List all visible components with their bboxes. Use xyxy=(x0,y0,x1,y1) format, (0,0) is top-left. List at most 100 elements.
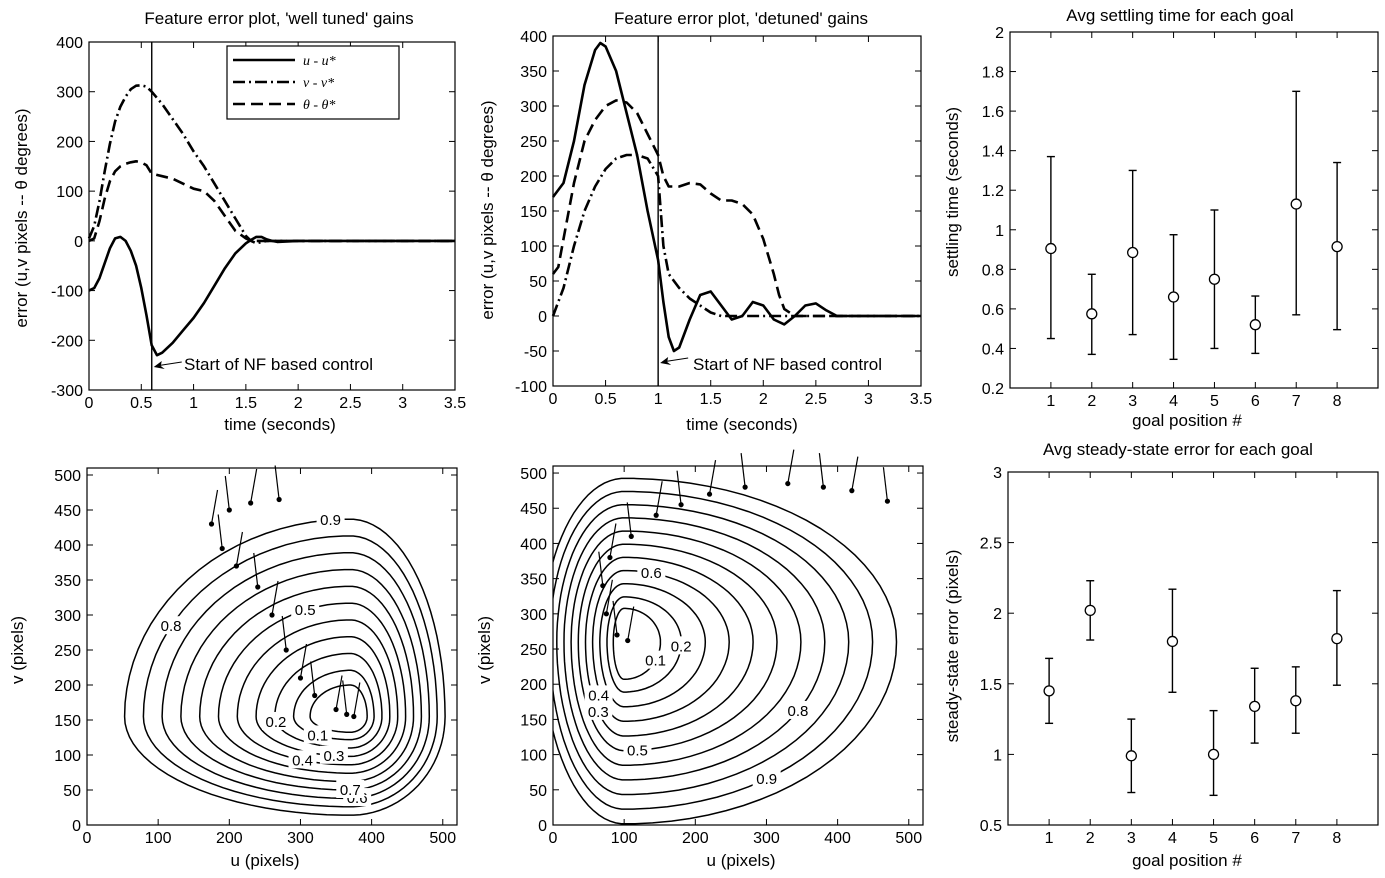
y-tick-label: -100 xyxy=(51,284,83,301)
mean-marker xyxy=(1331,240,1343,253)
contour-label-bg xyxy=(336,780,365,798)
trajectory-point xyxy=(255,584,261,590)
y-tick-label: 1.8 xyxy=(982,65,1004,82)
y-tick-label: 150 xyxy=(520,712,547,729)
x-tick-label: 2 xyxy=(1086,830,1095,847)
contour-line-3 xyxy=(591,569,730,723)
contour-label-bg xyxy=(584,701,613,720)
mean-marker xyxy=(1331,632,1343,645)
trajectory-point xyxy=(625,637,631,644)
x-tick-label: 200 xyxy=(682,830,709,847)
trajectory-whisker xyxy=(271,580,279,616)
chart-settling-time: Avg settling time for each goal settling… xyxy=(943,6,1379,430)
contour-line-9 xyxy=(553,490,874,810)
contour-line-7 xyxy=(563,517,826,781)
contour-label: 0.3 xyxy=(323,748,344,765)
contour-line-4 xyxy=(584,556,754,737)
mean-marker xyxy=(1084,604,1096,617)
contour-label: 0.4 xyxy=(588,687,609,704)
x-tick-label: 100 xyxy=(145,830,172,847)
y-tick-label: 50 xyxy=(529,274,547,291)
plot-frame xyxy=(86,467,458,826)
contour-label-bg xyxy=(261,711,290,730)
trajectory xyxy=(208,465,361,720)
mean-marker xyxy=(1166,635,1179,648)
contour-line-3 xyxy=(255,635,391,758)
x-tick-label: 2 xyxy=(759,391,768,408)
contour-label: 0.1 xyxy=(307,727,328,744)
x-tick-label: 5 xyxy=(1210,393,1219,410)
contour-line-0 xyxy=(612,607,662,681)
trajectory-point xyxy=(614,632,620,638)
legend-label-u: u - u* xyxy=(303,54,336,69)
trajectory-whisker xyxy=(210,489,219,525)
trajectory-whisker xyxy=(250,468,258,504)
x-tick-label: 3 xyxy=(1128,393,1137,410)
contour-label-bg xyxy=(783,700,812,719)
contour-line-5 xyxy=(577,543,778,752)
chart6-xlabel: u (pixels) xyxy=(707,851,776,870)
y-tick-label: 300 xyxy=(54,608,81,625)
y-tick-label: 1 xyxy=(995,223,1004,240)
y-tick-label: 0.4 xyxy=(982,341,1004,358)
x-tick-label: 7 xyxy=(1292,393,1301,410)
y-tick-label: -100 xyxy=(515,379,547,396)
y-tick-label: 100 xyxy=(54,748,81,765)
contour-label: 0.2 xyxy=(266,714,287,731)
y-tick-label: 0 xyxy=(538,309,547,326)
trajectory-whisker xyxy=(224,475,230,511)
trajectory-whisker xyxy=(310,661,316,696)
series-line-0 xyxy=(88,235,455,357)
x-tick-label: 1 xyxy=(1045,830,1054,847)
trajectory-point xyxy=(208,521,215,527)
trajectory-whisker xyxy=(299,643,308,679)
trajectory-point xyxy=(884,498,891,504)
x-tick-label: 6 xyxy=(1250,830,1259,847)
x-tick-label: 8 xyxy=(1332,830,1341,847)
annotation-arrowhead xyxy=(660,357,672,365)
trajectory-point xyxy=(628,533,634,539)
contour-line-5 xyxy=(217,602,407,774)
trajectory-point xyxy=(653,512,659,518)
mean-marker xyxy=(1045,242,1057,255)
trajectory-point xyxy=(600,583,606,589)
trajectory-point xyxy=(276,496,282,503)
trajectory-whisker xyxy=(253,552,259,588)
trajectory-point xyxy=(785,480,791,487)
trajectory-whisker xyxy=(612,600,618,636)
trajectory-point xyxy=(742,484,748,490)
contour-label-bg xyxy=(667,636,696,655)
y-tick-label: -50 xyxy=(524,344,547,361)
contour-line-9 xyxy=(142,535,438,808)
y-tick-label: 350 xyxy=(520,572,547,589)
x-tick-label: 0 xyxy=(549,830,558,847)
y-tick-label: 2.5 xyxy=(980,536,1002,553)
chart1-annotation: Start of NF based control xyxy=(184,355,373,374)
trajectory-point xyxy=(248,500,254,506)
contour-label-bg xyxy=(291,599,320,618)
x-tick-label: 1.5 xyxy=(235,395,257,412)
y-tick-label: 2 xyxy=(993,606,1002,623)
x-tick-label: 2.5 xyxy=(805,391,827,408)
y-tick-label: 3 xyxy=(993,465,1002,482)
x-tick-label: 5 xyxy=(1209,830,1218,847)
contour-lines xyxy=(123,518,446,816)
x-tick-label: 3.5 xyxy=(444,395,466,412)
chart1-legend: u - u* v - v* θ - θ* xyxy=(226,45,400,120)
y-tick-label: 0 xyxy=(538,818,547,835)
contour-line-7 xyxy=(180,568,423,791)
chart4-title: Avg steady-state error for each goal xyxy=(1043,440,1313,459)
trajectory-point xyxy=(219,545,225,552)
x-tick-label: 3.5 xyxy=(910,391,932,408)
trajectory-whisker xyxy=(787,449,795,484)
contour-label-bg xyxy=(752,768,781,787)
x-tick-label: 200 xyxy=(216,830,243,847)
chart-well-tuned-error: Feature error plot, 'well tuned' gains e… xyxy=(12,9,466,434)
chart2-plot-area: -100 -50 0 50 100 150 200 250 300 350 400 0 0.5 1 1.5 2… xyxy=(515,29,932,408)
contour-line-10 xyxy=(553,477,898,825)
y-tick-label: 1.6 xyxy=(982,104,1004,121)
y-tick-label: 200 xyxy=(520,677,547,694)
y-tick-label: 300 xyxy=(520,99,547,116)
trajectory-point xyxy=(706,491,713,497)
contour-label-bg xyxy=(316,509,345,528)
